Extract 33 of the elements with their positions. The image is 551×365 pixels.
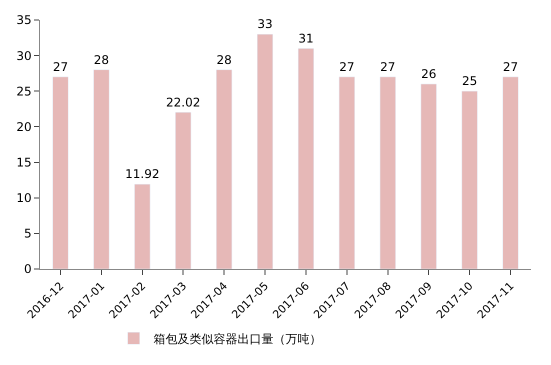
bar [216,70,232,269]
y-tick-label: 30 [16,48,32,63]
data-label: 31 [298,31,314,46]
data-label: 22.02 [166,95,200,110]
data-label: 33 [257,17,273,32]
bar [420,84,437,269]
bar [380,76,396,269]
bar [257,34,274,269]
y-tick-label: 25 [16,84,32,98]
data-label: 28 [94,52,110,67]
bar [52,76,68,269]
y-tick-label: 10 [16,191,32,206]
data-label: 27 [380,60,396,74]
data-label: 28 [216,52,232,67]
y-tick-label: 15 [16,155,32,170]
data-label: 25 [462,74,478,88]
bar [462,90,478,269]
bar [338,76,355,269]
bar [502,76,519,269]
bar [134,184,150,269]
y-tick-label: 0 [24,262,32,276]
data-label: 27 [502,60,518,74]
bar [298,48,314,269]
bar [93,70,110,269]
data-label: 26 [421,67,436,82]
y-tick-label: 35 [16,13,32,28]
y-tick-label: 20 [16,120,32,134]
y-tick-label: 5 [24,226,32,241]
bar [175,112,192,269]
data-label: 11.92 [125,167,160,182]
data-label: 27 [339,60,355,74]
legend-label: 箱包及类似容器出口量（万吨） [154,332,322,346]
data-label: 27 [52,60,68,74]
